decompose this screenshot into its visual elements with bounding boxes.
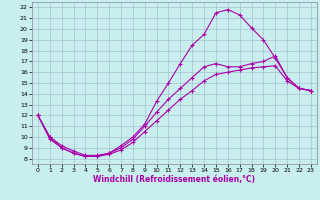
X-axis label: Windchill (Refroidissement éolien,°C): Windchill (Refroidissement éolien,°C) [93, 175, 255, 184]
